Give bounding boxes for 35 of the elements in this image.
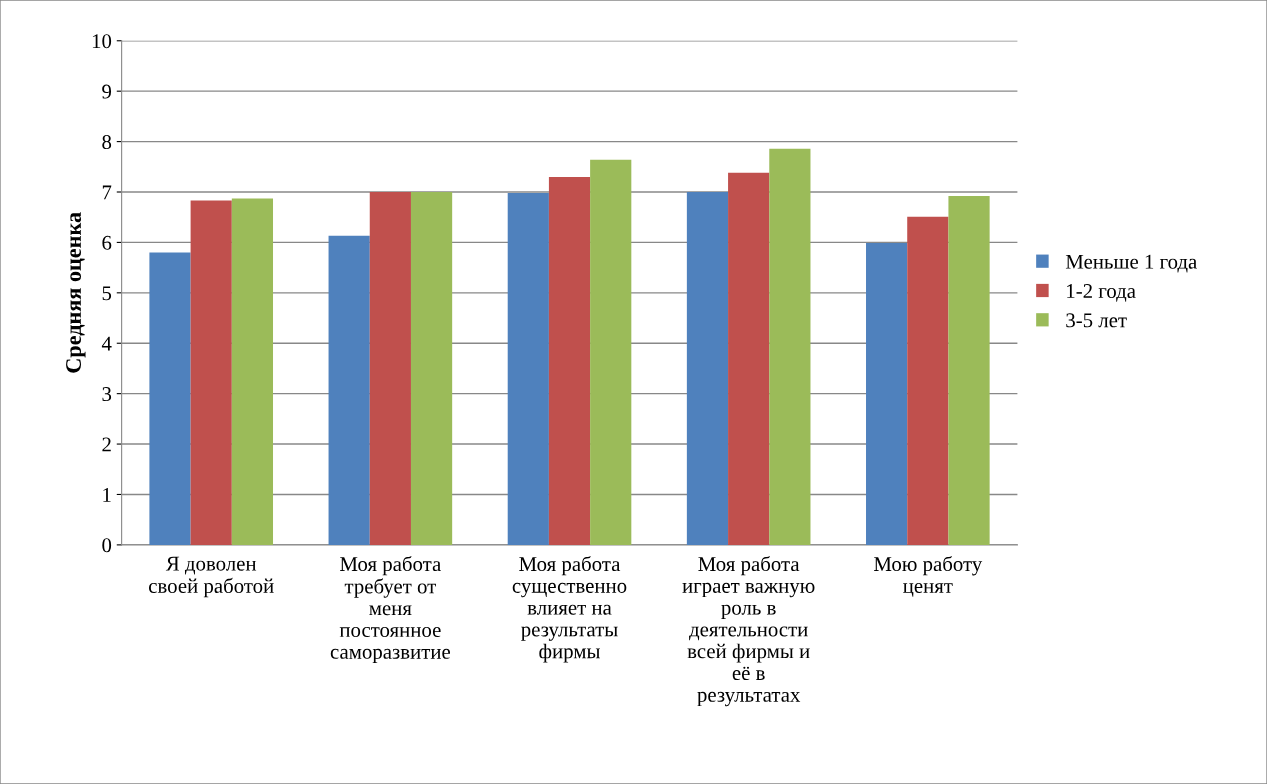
y-tick-label: 0 [102,538,112,553]
y-tick-label: 9 [102,84,112,99]
x-tick-label: Мою работу ценят [874,555,983,597]
bar [231,198,274,545]
bar [728,172,770,545]
bar [866,242,908,545]
bar [410,192,453,545]
y-tick-label: 5 [102,286,112,301]
bar [149,252,191,545]
bar [590,159,632,545]
y-axis-title: Средняя оценка [66,212,86,373]
bar [328,235,370,545]
y-tick-label: 8 [102,134,112,150]
bar [686,192,729,545]
y-tick-label: 3 [102,387,112,402]
y-tick-label: 2 [102,437,111,452]
y-tick-label: 1 [103,487,111,502]
legend-label: Меньше 1 года [1065,254,1197,273]
y-tick-label: 4 [101,336,112,351]
legend-label: 3-5 лет [1066,313,1127,328]
x-tick-label: Моя работа существенно влияет на результаты фирмы [512,555,627,663]
x-tick-label: Я доволен своей работой [149,556,274,598]
legend-label: 1-2 года [1067,284,1136,302]
bar [548,176,591,545]
y-tick-label: 6 [102,235,112,250]
x-tick-label: Моя работа требует от меня постоянное саморазвитие [330,555,451,664]
bar [369,192,411,545]
bar [769,148,811,545]
bar [907,216,949,545]
x-tick-label: Моя работа играет важную роль в деятельности всей фирмы и eё в результатах [682,555,815,707]
bar [507,193,549,545]
y-tick-label: 10 [92,34,112,49]
y-tick-label: 7 [102,185,112,200]
bar [948,196,990,545]
bar [190,200,232,545]
